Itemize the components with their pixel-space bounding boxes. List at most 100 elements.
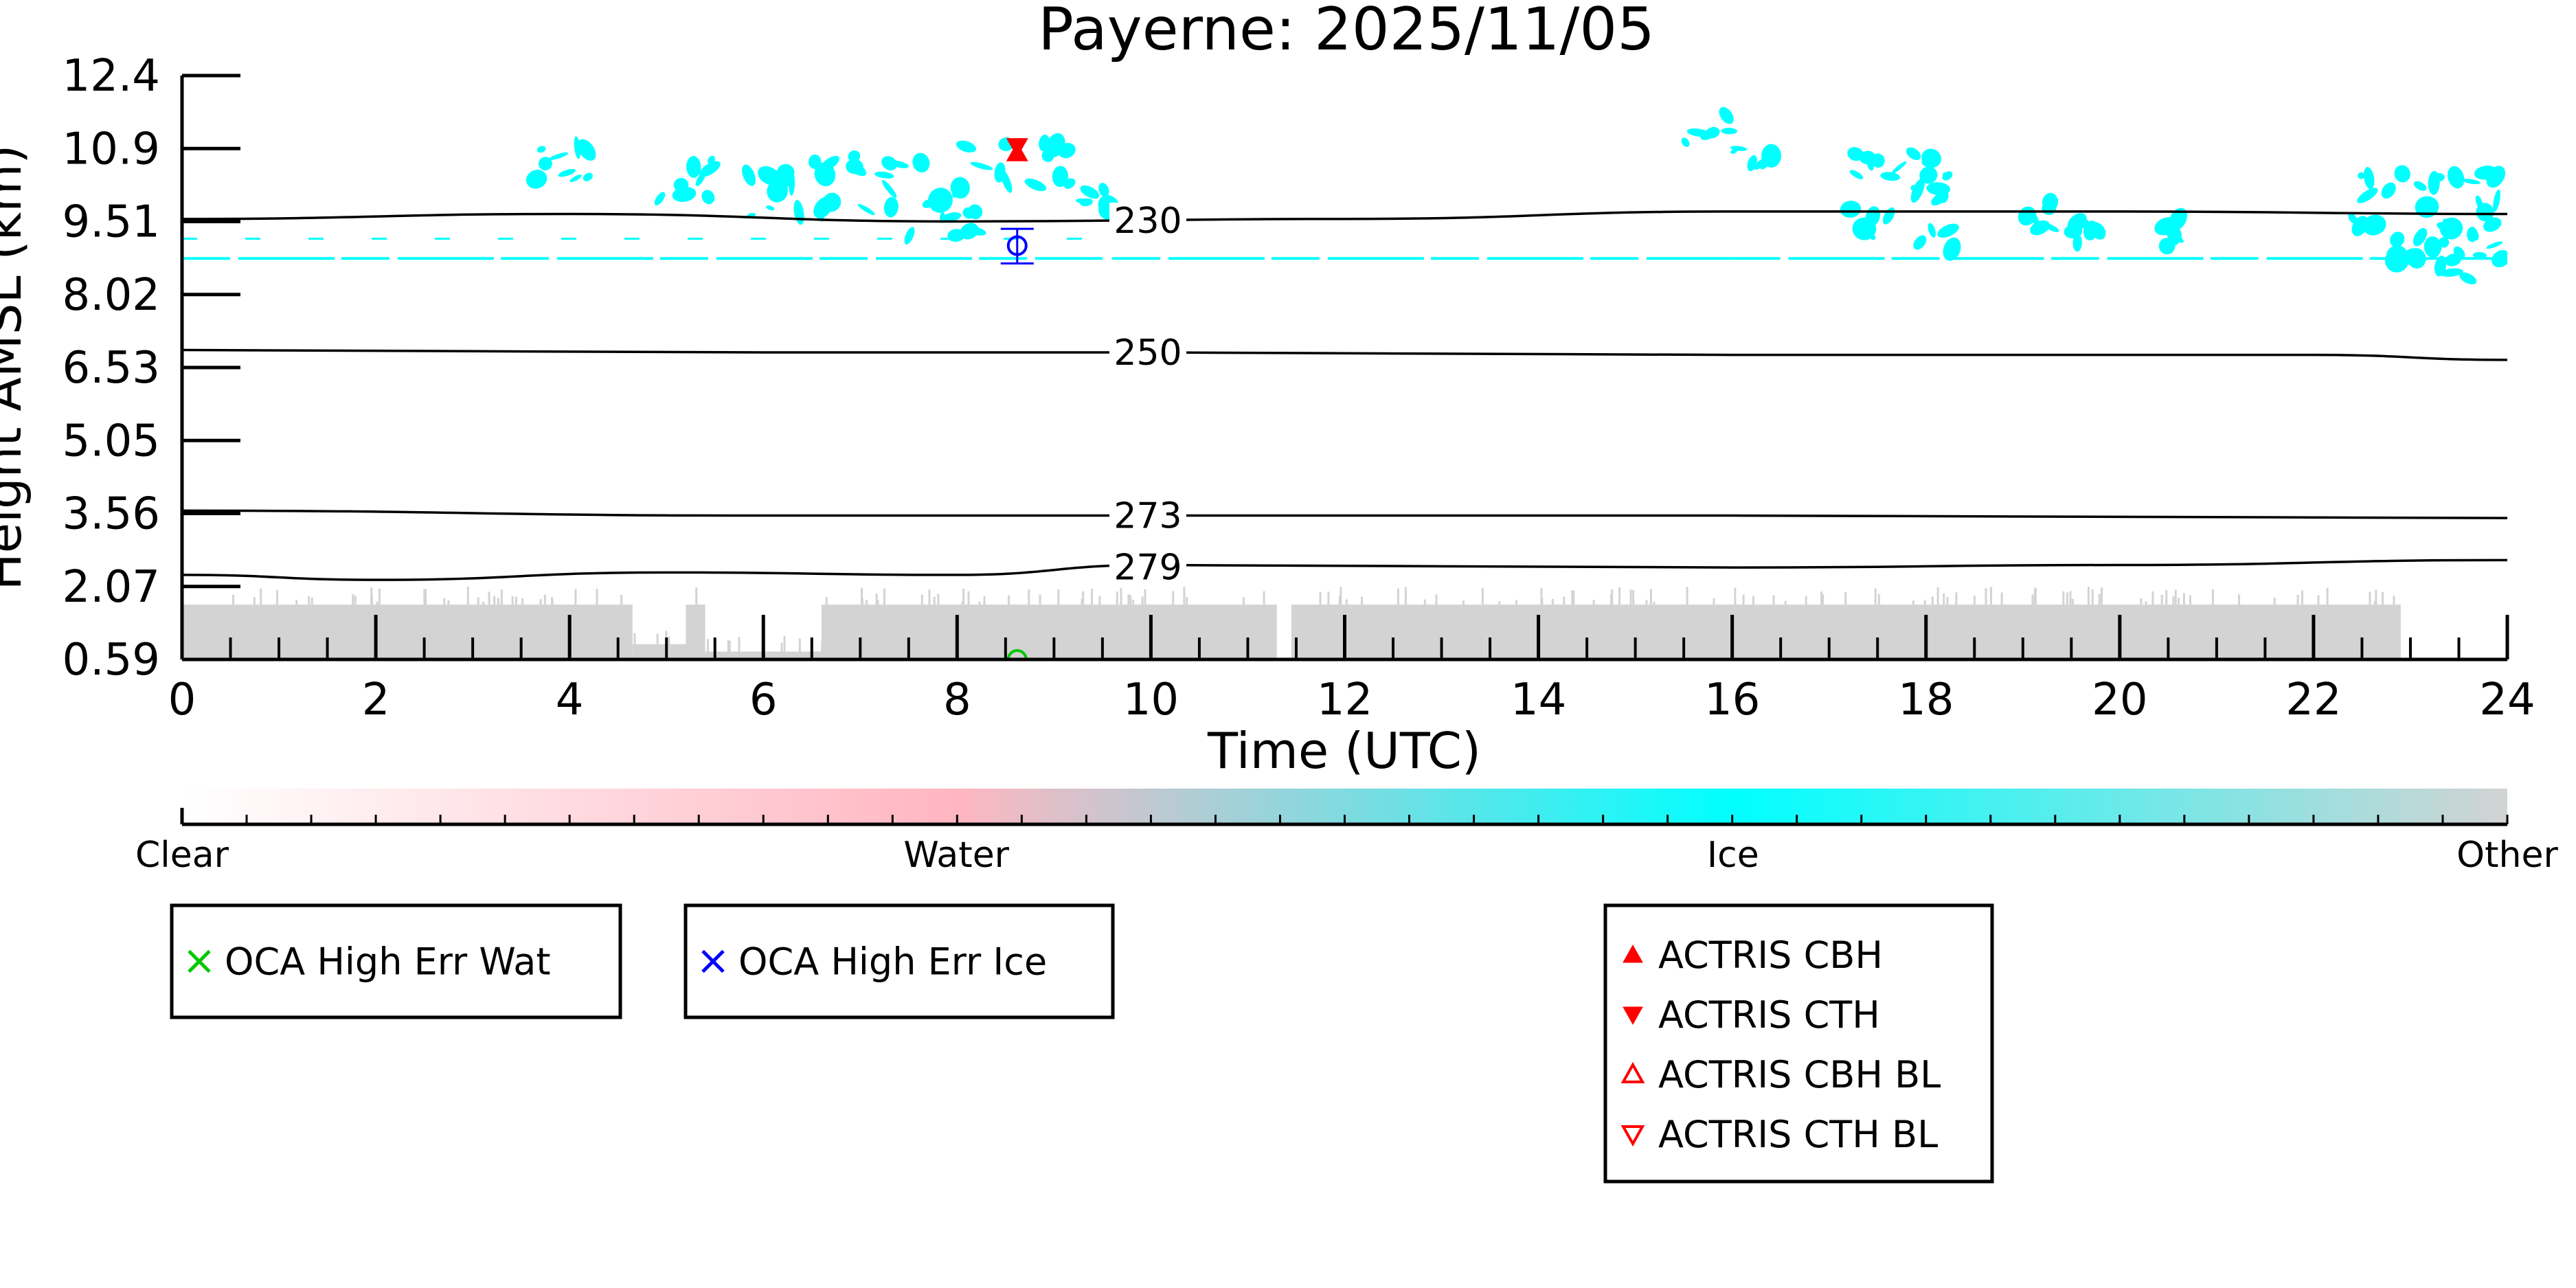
other-speckle [2151, 595, 2154, 605]
ice-cloud-patch [2413, 227, 2428, 247]
actris-cth-marker [1006, 138, 1028, 158]
ice-cloud-patch [1928, 223, 1936, 238]
other-speckle [500, 589, 503, 605]
ice-cloud-patch [2453, 246, 2465, 260]
ice-cloud-patch [1719, 106, 1734, 124]
ice-cloud-patch [577, 139, 596, 161]
legend-label: OCA High Err Ice [738, 940, 1047, 984]
other-speckle [1820, 591, 1822, 605]
other-speckle [2034, 600, 2037, 605]
retrieval-markers [1000, 138, 1034, 659]
y-tick-label: 8.02 [63, 270, 161, 321]
ice-cloud-patch [1063, 178, 1076, 189]
other-speckle [1039, 594, 1041, 605]
other-speckle [497, 598, 499, 605]
ice-cloud-patch [1926, 182, 1951, 196]
other-speckle [574, 589, 577, 605]
ice-cloud-patch [960, 223, 979, 240]
other-speckle [2317, 595, 2320, 605]
x-tick-label: 8 [943, 675, 971, 725]
ice-cloud-patch [1761, 144, 1781, 168]
other-speckle [493, 596, 496, 605]
legend-box [170, 903, 622, 1019]
y-axis-label: Height AMSL (km) [0, 145, 32, 591]
other-speckle [1611, 589, 1614, 605]
oca-ice-point [1006, 235, 1028, 256]
ice-cloud-patch [1024, 178, 1047, 192]
other-speckle [511, 596, 514, 605]
ice-cloud-patch [1747, 155, 1757, 172]
other-speckle [2182, 593, 2185, 605]
other-speckle [2098, 594, 2101, 605]
other-speckle [2296, 594, 2299, 605]
ice-cloud-patch [956, 140, 977, 152]
ice-cloud-patch [846, 161, 867, 177]
other-speckle [1943, 593, 1945, 605]
ice-cloud-patch [2448, 166, 2465, 189]
other-speckle [2140, 598, 2143, 605]
legend-x-marker-icon [188, 949, 211, 973]
ice-cloud-patch [672, 186, 697, 202]
contour-label-gap [1109, 497, 1186, 530]
ice-cloud-patch [2154, 217, 2178, 236]
other-speckle [1186, 597, 1188, 605]
ice-cloud-patch [2171, 233, 2184, 243]
other-speckle [1592, 600, 1595, 605]
x-tick-label: 24 [2479, 675, 2535, 725]
other-speckle [1618, 587, 1621, 605]
other-speckle [515, 596, 517, 605]
ice-cloud-patch [874, 171, 894, 179]
other-speckle [1752, 596, 1755, 605]
other-speckle [1340, 587, 1342, 605]
other-speckle [1551, 598, 1554, 605]
x-tick-label: 20 [2092, 675, 2147, 725]
contour-label: 279 [1114, 547, 1182, 588]
ice-cloud-patch [2043, 223, 2059, 232]
other-speckle [668, 637, 670, 644]
ice-cloud-patch [2428, 170, 2440, 195]
ice-cloud-patch [1840, 201, 1862, 218]
ice-cloud-patch [1052, 166, 1069, 188]
legend-box [1603, 903, 1994, 1184]
other-speckle [370, 587, 373, 605]
other-speckle [521, 598, 524, 605]
legend-label: ACTRIS CBH [1658, 934, 1883, 977]
ice-cloud-patch [548, 152, 569, 160]
ice-cloud-patch [1913, 235, 1927, 250]
ice-cloud-patch [701, 190, 715, 205]
other-speckle [1263, 591, 1265, 605]
ice-cloud-patch [766, 205, 775, 211]
other-speckle [2393, 596, 2395, 605]
ice-cloud-patch [848, 150, 861, 163]
x-tick-label: 2 [362, 675, 390, 725]
ice-cloud-patch [793, 200, 804, 225]
ice-cloud-patch [1721, 128, 1738, 135]
other-block [686, 605, 705, 659]
y-tick-label: 2.07 [63, 562, 161, 613]
ice-cloud-patch [2381, 182, 2396, 199]
legend-label: ACTRIS CTH [1658, 993, 1880, 1037]
other-speckle [1936, 587, 1939, 605]
ice-cloud-patch [654, 192, 666, 205]
ice-cloud-patch [558, 168, 576, 177]
other-speckle [928, 589, 931, 605]
ice-cloud-patch [2358, 172, 2365, 179]
other-speckle [2211, 589, 2214, 605]
ice-cloud-patch [970, 161, 993, 170]
other-speckle [983, 596, 986, 605]
other-speckle [1116, 591, 1118, 605]
other-speckle [1610, 598, 1613, 605]
other-speckle [1082, 591, 1085, 605]
ice-cloud-patch [742, 164, 756, 186]
contour-line [182, 558, 2507, 581]
ice-cloud-patch [950, 177, 970, 199]
other-speckle [1081, 598, 1083, 605]
ice-cloud-patch [1860, 150, 1875, 164]
ice-cloud-patch [2357, 188, 2378, 203]
other-speckle [1481, 588, 1484, 605]
x-tick-label: 12 [1317, 675, 1372, 725]
other-speckle [1713, 598, 1715, 605]
colorbar-label: Ice [1707, 835, 1759, 876]
other-speckle [866, 600, 868, 605]
